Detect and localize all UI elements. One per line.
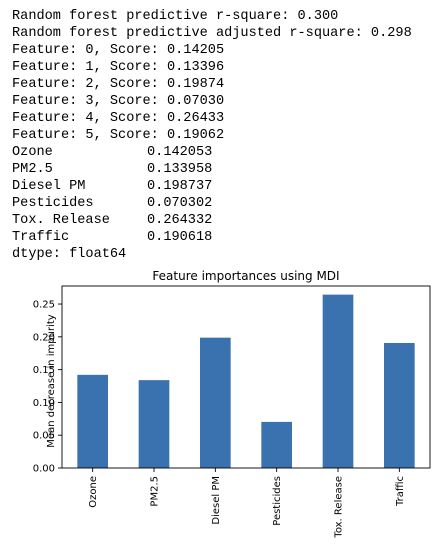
feature-score-line: Feature: 4, Score: 0.26433 — [12, 111, 225, 126]
feature-score-line: Feature: 3, Score: 0.07030 — [12, 94, 225, 109]
bar — [138, 380, 170, 468]
feature-score-line: Feature: 0, Score: 0.14205 — [12, 43, 225, 58]
bar — [77, 374, 108, 468]
series-row: Pesticides 0.070302 — [12, 195, 412, 212]
x-tick-label: Tox. Release — [334, 476, 345, 539]
series-value: 0.264332 — [147, 213, 213, 228]
feature-score-line: Feature: 5, Score: 0.19062 — [12, 128, 225, 143]
series-row: Diesel PM 0.198737 — [12, 178, 412, 195]
y-tick-label: 0.00 — [33, 464, 55, 475]
plot-area: 0.00 0.05 0.10 0.15 0.20 0.25 Ozone PM2.5 Diesel… — [33, 285, 431, 539]
y-tick-label: 0.10 — [33, 398, 55, 409]
feature-score-line: Feature: 2, Score: 0.19874 — [12, 77, 225, 92]
y-tick-label: 0.15 — [33, 365, 55, 376]
series-name: Diesel PM — [12, 179, 86, 194]
x-tick-label: PM2.5 — [150, 476, 161, 507]
bar — [384, 342, 415, 468]
series-row: Ozone 0.142053 — [12, 144, 412, 161]
bar — [322, 294, 354, 468]
series-name: Pesticides — [12, 196, 94, 211]
axes-frame — [61, 285, 431, 469]
series-value: 0.198737 — [147, 179, 213, 194]
x-tick-label: Traffic — [395, 476, 406, 507]
series-name: Tox. Release — [12, 213, 110, 228]
y-tick-label: 0.05 — [33, 431, 55, 442]
bar — [261, 421, 292, 468]
series-name: Ozone — [12, 145, 53, 160]
bar — [200, 337, 231, 468]
series-value: 0.070302 — [147, 196, 213, 211]
x-tick-label: Pesticides — [272, 476, 283, 526]
series-row: Tox. Release 0.264332 — [12, 212, 412, 229]
console-output: Random forest predictive r-square: 0.300… — [12, 8, 412, 263]
series-value: 0.133958 — [147, 162, 213, 177]
series-value: 0.190618 — [147, 230, 213, 245]
adjusted-r-square-line: Random forest predictive adjusted r-squa… — [12, 26, 412, 41]
series-row: Traffic 0.190618 — [12, 229, 412, 246]
chart-title: Feature importances using MDI — [152, 269, 339, 283]
y-tick-label: 0.20 — [33, 332, 55, 343]
series-value: 0.142053 — [147, 145, 213, 160]
series-name: PM2.5 — [12, 162, 53, 177]
series-name: Traffic — [12, 230, 70, 245]
y-axis-label: Mean decrease in impurity — [46, 314, 57, 447]
dtype-line: dtype: float64 — [12, 247, 127, 262]
r-square-line: Random forest predictive r-square: 0.300 — [12, 9, 339, 24]
feature-score-line: Feature: 1, Score: 0.13396 — [12, 60, 225, 75]
feature-importance-chart: Feature importances using MDI Mean decre… — [33, 269, 431, 539]
y-tick-label: 0.25 — [33, 300, 55, 311]
x-tick-label: Ozone — [88, 476, 99, 508]
series-row: PM2.5 0.133958 — [12, 161, 412, 178]
x-tick-label: Diesel PM — [211, 476, 222, 525]
